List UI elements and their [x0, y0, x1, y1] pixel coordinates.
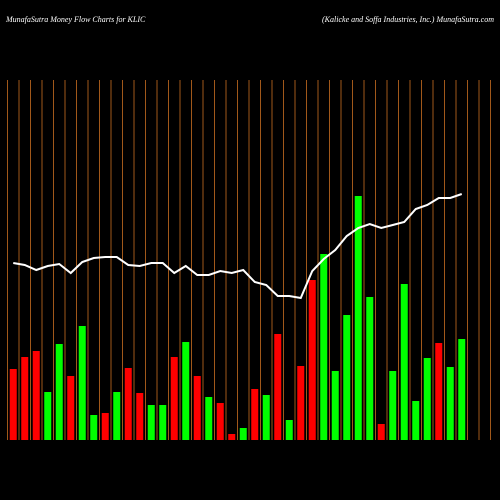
bar: [55, 344, 63, 440]
bar: [147, 405, 155, 440]
bar: [216, 403, 224, 440]
bar: [159, 405, 167, 440]
bar: [343, 315, 351, 440]
bar: [251, 389, 259, 440]
bar: [331, 371, 339, 440]
bar: [44, 392, 52, 440]
bar: [193, 376, 201, 440]
bar: [285, 420, 293, 440]
line: [13, 193, 463, 300]
bar: [205, 397, 213, 440]
bar: [297, 366, 305, 440]
bar: [458, 339, 466, 440]
bar: [423, 358, 431, 440]
chart-subtitle: (Kalicke and Soffa Industries, Inc.) Mun…: [322, 15, 494, 24]
bar: [124, 368, 132, 440]
chart-title: MunafaSutra Money Flow Charts for KLIC: [5, 15, 146, 24]
bar: [389, 371, 397, 440]
bar: [182, 342, 190, 440]
bar: [274, 334, 282, 440]
bar: [446, 367, 454, 440]
bar: [32, 351, 40, 440]
bar: [101, 413, 109, 440]
bar: [113, 392, 121, 440]
bar: [67, 376, 75, 440]
bar: [262, 395, 270, 440]
bar: [170, 357, 178, 440]
bar: [228, 434, 236, 440]
bar: [308, 280, 316, 440]
bar: [78, 326, 86, 440]
bar: [239, 428, 247, 440]
bar: [354, 196, 362, 440]
bar: [9, 369, 17, 440]
bar: [377, 424, 385, 440]
bar: [90, 415, 98, 440]
bar: [400, 284, 408, 440]
bar: [435, 343, 443, 440]
bar: [412, 401, 420, 440]
bar: [320, 254, 328, 440]
bar: [366, 297, 374, 440]
bar: [21, 357, 29, 440]
bar: [136, 393, 144, 440]
